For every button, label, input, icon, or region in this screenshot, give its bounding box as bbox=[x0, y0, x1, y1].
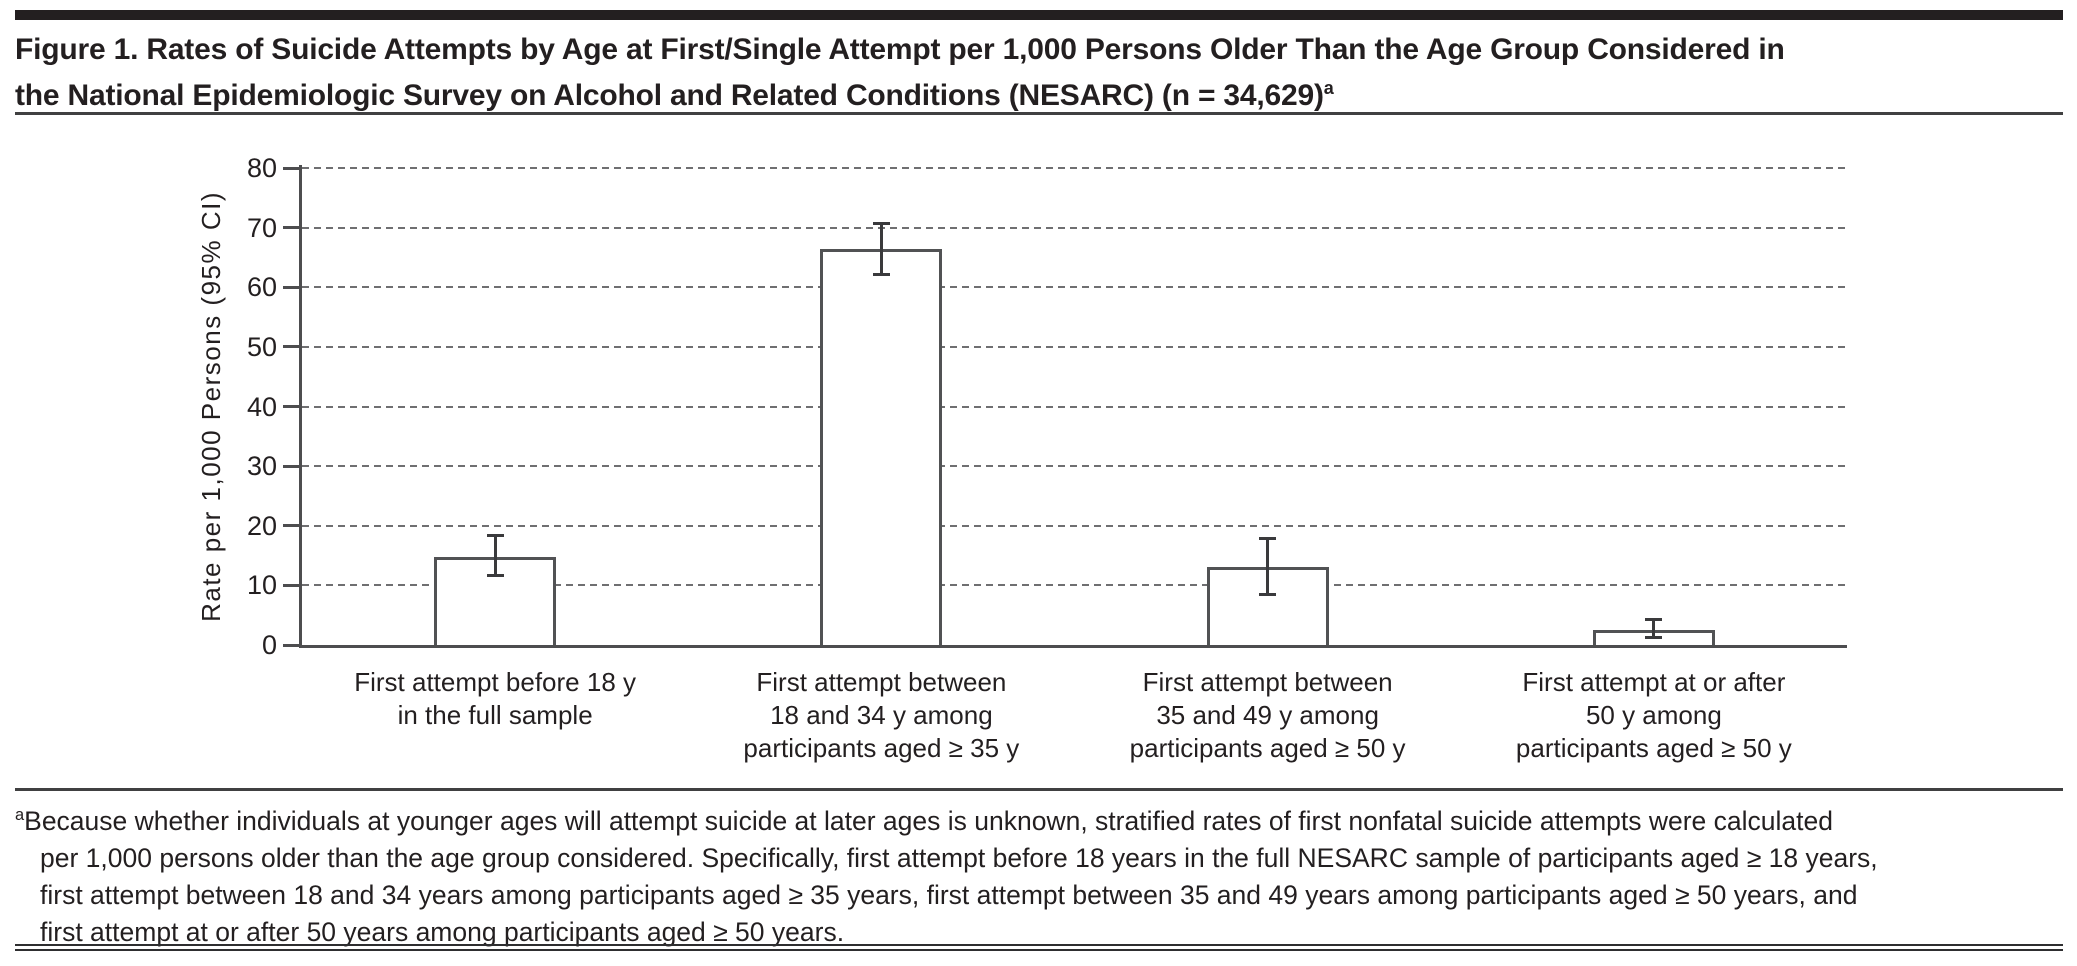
x-axis-category-label-line: 18 and 34 y among bbox=[770, 700, 993, 730]
error-bar-cap-top bbox=[1645, 618, 1663, 622]
gridline bbox=[302, 465, 1847, 468]
y-axis-tick-label: 70 bbox=[246, 212, 277, 243]
x-axis-category-label-line: 50 y among bbox=[1585, 700, 1722, 730]
y-axis-tick-label: 0 bbox=[261, 630, 277, 660]
y-axis-tick bbox=[283, 524, 299, 528]
x-axis-category-label-line: First attempt between bbox=[756, 667, 1007, 697]
x-axis-category-label: First attempt between 35 and 49 y among pa… bbox=[1078, 666, 1458, 765]
figure-title-line2: the National Epidemiologic Survey on Alc… bbox=[15, 79, 1324, 112]
y-axis-tick bbox=[283, 285, 299, 289]
y-axis-tick-label: 40 bbox=[246, 391, 277, 422]
error-bar-cap-top bbox=[872, 221, 890, 225]
footnote-line: first attempt at or after 50 years among… bbox=[40, 916, 845, 947]
error-bar-line bbox=[879, 223, 883, 275]
x-axis-category-label-line: First attempt before 18 y bbox=[354, 667, 637, 697]
x-axis-category-label-line: 35 and 49 y among bbox=[1156, 700, 1379, 730]
y-axis-tick bbox=[283, 464, 299, 468]
footnote-divider bbox=[15, 788, 2063, 791]
y-axis-tick bbox=[283, 166, 299, 170]
error-bar-cap-bottom bbox=[1259, 593, 1277, 597]
y-axis-tick-label: 20 bbox=[246, 510, 277, 541]
y-axis-tick bbox=[283, 345, 299, 349]
x-axis-category-label: First attempt between 18 and 34 y among pa… bbox=[691, 666, 1071, 765]
error-bar-line bbox=[493, 535, 497, 576]
x-axis-category-label-line: First attempt at or after bbox=[1522, 667, 1786, 697]
y-axis-tick bbox=[283, 226, 299, 230]
gridline bbox=[302, 286, 1847, 289]
gridline bbox=[302, 345, 1847, 348]
error-bar-cap-top bbox=[486, 533, 504, 537]
y-axis-tick bbox=[283, 405, 299, 408]
y-axis-tick-label: 80 bbox=[246, 153, 277, 183]
bar bbox=[820, 249, 943, 645]
bottom-rule bbox=[15, 944, 2063, 951]
y-axis-tick-label: 30 bbox=[246, 451, 277, 482]
error-bar-cap-bottom bbox=[1645, 635, 1663, 639]
y-axis-tick-label: 10 bbox=[246, 570, 277, 601]
footnote-line: aBecause whether individuals at younger … bbox=[15, 805, 1833, 836]
y-axis-tick bbox=[283, 643, 299, 647]
error-bar-line bbox=[1652, 619, 1656, 638]
y-axis-tick bbox=[283, 583, 299, 587]
x-axis-category-label-line: participants aged ≥ 50 y bbox=[1515, 733, 1792, 763]
gridline bbox=[302, 167, 1847, 169]
error-bar-line bbox=[1266, 538, 1270, 595]
error-bar-cap-bottom bbox=[486, 574, 504, 578]
y-axis-line bbox=[299, 165, 302, 648]
x-axis-category-label-line: First attempt between bbox=[1142, 667, 1393, 697]
gridline bbox=[302, 226, 1847, 229]
title-divider bbox=[15, 112, 2063, 115]
gridline bbox=[302, 524, 1847, 527]
figure-title: Figure 1. Rates of Suicide Attempts by A… bbox=[15, 31, 2063, 115]
error-bar-cap-top bbox=[1259, 536, 1277, 540]
gridline bbox=[302, 584, 1847, 587]
x-axis-category-label-line: participants aged ≥ 50 y bbox=[1129, 733, 1406, 763]
figure-title-footnote-marker: a bbox=[1323, 78, 1334, 98]
figure-title-line1: Figure 1. Rates of Suicide Attempts by A… bbox=[15, 33, 1785, 66]
x-axis-line bbox=[299, 645, 1847, 648]
x-axis-category-label: First attempt before 18 y in the full sam… bbox=[305, 666, 685, 732]
top-rule bbox=[15, 10, 2063, 20]
footnote: aBecause whether individuals at younger … bbox=[15, 797, 2063, 951]
error-bar-cap-bottom bbox=[872, 273, 890, 277]
footnote-line: per 1,000 persons older than the age gro… bbox=[40, 842, 1878, 873]
y-axis-tick-label: 60 bbox=[246, 272, 277, 303]
footnote-marker: a bbox=[15, 806, 25, 824]
x-axis-category-label-line: in the full sample bbox=[397, 700, 593, 730]
y-axis-tick-label: 50 bbox=[246, 331, 277, 362]
footnote-line: first attempt between 18 and 34 years am… bbox=[40, 879, 1858, 910]
x-axis-category-label-line: participants aged ≥ 35 y bbox=[743, 733, 1020, 763]
x-axis-category-label: First attempt at or after 50 y among parti… bbox=[1464, 666, 1844, 765]
bar-chart-plot-area: 0 10 20 30 40 50 60 70 80 First attempt before 18… bbox=[247, 154, 1847, 763]
gridline bbox=[302, 405, 1847, 408]
